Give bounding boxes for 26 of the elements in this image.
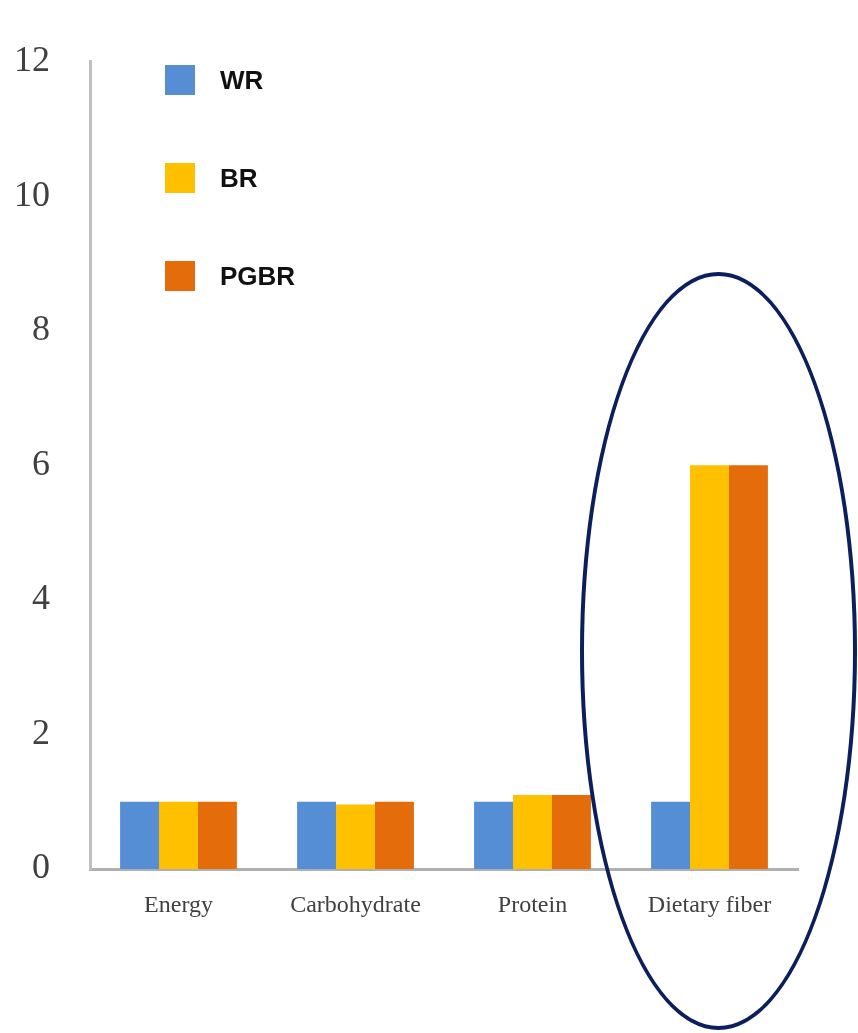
y-tick-label: 12 (14, 39, 50, 80)
bar (159, 801, 198, 869)
bar (728, 465, 768, 869)
y-tick-label: 10 (14, 173, 50, 214)
legend-label: PGBR (220, 260, 296, 292)
x-tick-label: Energy (144, 890, 213, 917)
x-tick-label: Protein (497, 890, 568, 917)
y-tick-label: 0 (32, 846, 50, 887)
bar (551, 794, 591, 869)
bar (513, 794, 552, 869)
bar (297, 801, 337, 869)
y-tick-label: 8 (32, 308, 50, 349)
bar (651, 801, 691, 869)
bar (120, 801, 160, 869)
y-tick-label: 2 (32, 711, 50, 752)
y-tick-label: 4 (32, 577, 50, 618)
x-tick-label: Dietary fiber (647, 890, 772, 917)
bar (197, 801, 237, 869)
legend-label: BR (220, 162, 258, 194)
bar (374, 801, 414, 869)
bar (474, 801, 514, 869)
y-tick-label: 6 (32, 442, 50, 483)
legend-label: WR (220, 64, 264, 96)
x-tick-label: Carbohydrate (290, 890, 421, 917)
bar (336, 804, 375, 869)
bar (690, 465, 729, 869)
